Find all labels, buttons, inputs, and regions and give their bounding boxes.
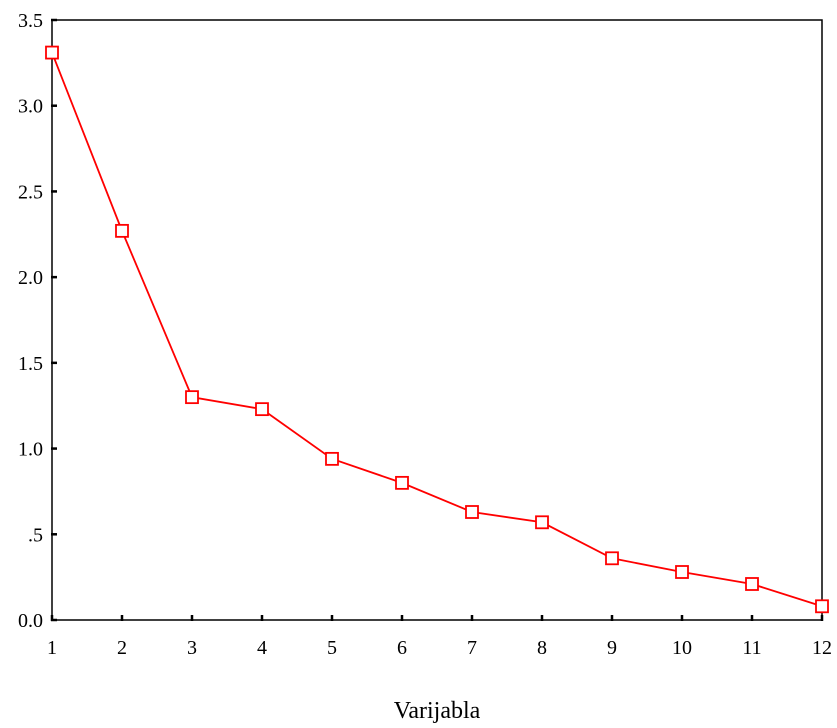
data-point-marker xyxy=(325,451,339,466)
y-tick-label: .5 xyxy=(28,524,43,546)
x-tick-label: 7 xyxy=(467,637,477,659)
plot-frame xyxy=(51,19,823,621)
y-tick-label: 0.0 xyxy=(18,610,43,632)
data-point-marker xyxy=(745,577,759,591)
x-tick-label: 4 xyxy=(257,637,267,659)
y-tick-label: 3.5 xyxy=(18,10,43,32)
y-axis: 0.0 .5 1.0 1.5 2.0 2.5 3.0 3.5 xyxy=(18,10,57,632)
x-tick-label: 10 xyxy=(672,637,692,659)
y-tick-label: 2.0 xyxy=(18,267,43,289)
data-point-marker xyxy=(675,565,689,579)
data-point-marker xyxy=(115,223,129,238)
y-tick-label: 1.5 xyxy=(18,353,43,375)
y-tick-label: 1.0 xyxy=(18,439,43,461)
x-axis: 1 2 3 4 5 6 7 8 9 10 11 12 xyxy=(47,615,832,659)
x-tick-label: 1 xyxy=(47,637,57,659)
x-tick-label: 2 xyxy=(117,637,127,659)
x-tick-label: 11 xyxy=(742,637,761,659)
x-tick-label: 8 xyxy=(537,637,547,659)
data-point-marker xyxy=(255,402,269,417)
y-tick-label: 2.5 xyxy=(18,181,43,203)
x-tick-label: 3 xyxy=(187,637,197,659)
data-point-marker xyxy=(395,475,409,490)
data-point-marker xyxy=(45,45,59,60)
data-point-marker xyxy=(535,515,549,530)
data-point-marker xyxy=(815,599,829,614)
data-point-marker xyxy=(465,505,479,519)
series-layer xyxy=(45,45,829,614)
x-axis-title: Varijabla xyxy=(394,698,481,724)
y-tick-label: 3.0 xyxy=(18,96,43,118)
series-line xyxy=(51,52,823,608)
data-point-marker xyxy=(605,551,619,566)
x-tick-label: 6 xyxy=(397,637,407,659)
data-point-marker xyxy=(185,390,199,405)
x-tick-label: 9 xyxy=(607,637,617,659)
x-tick-label: 12 xyxy=(812,637,832,659)
x-tick-label: 5 xyxy=(327,637,337,659)
